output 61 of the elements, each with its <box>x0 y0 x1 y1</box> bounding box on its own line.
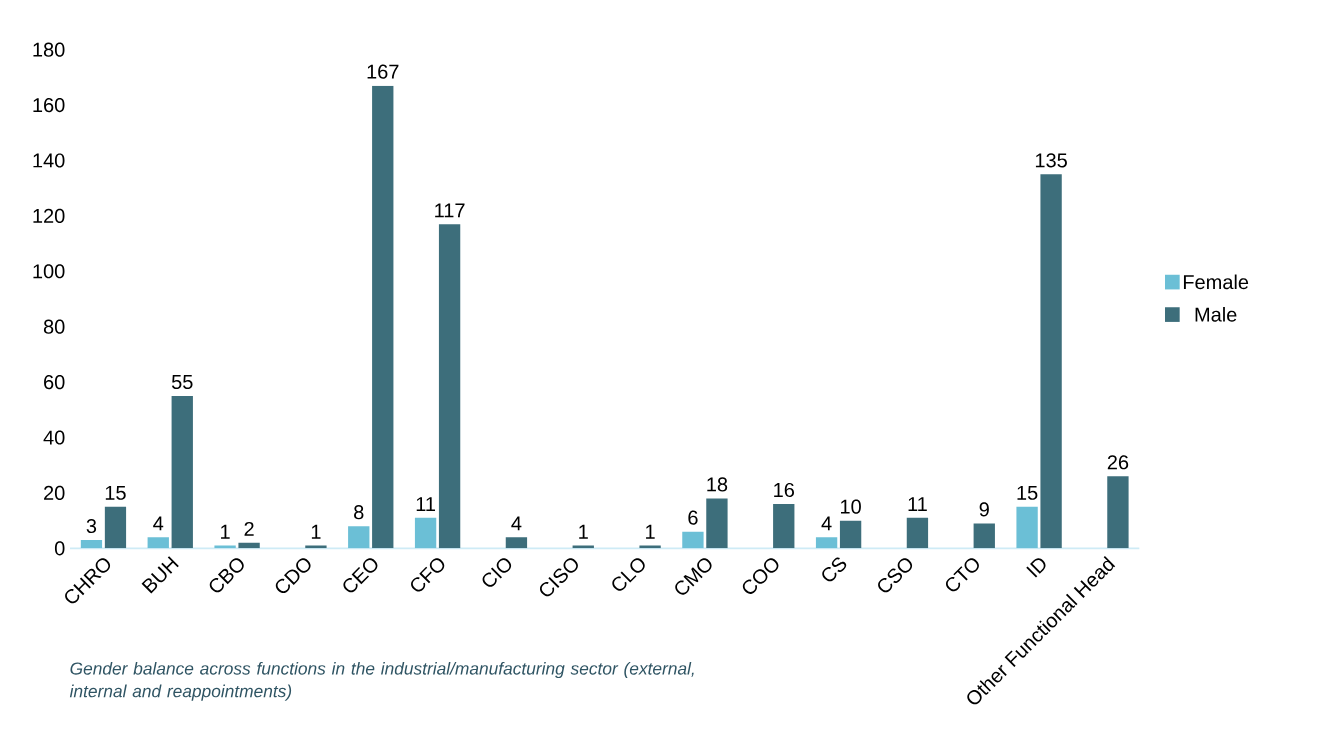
data-label: 18 <box>707 477 728 492</box>
data-label: 1 <box>579 524 588 539</box>
data-label: 6 <box>688 510 698 525</box>
data-label: 15 <box>1017 485 1038 500</box>
data-label: 26 <box>1107 455 1129 470</box>
bar <box>773 504 795 549</box>
bar <box>1040 174 1062 549</box>
x-tick-label: CLO <box>612 558 645 591</box>
y-tick-label: 0 <box>54 541 65 556</box>
data-label: 1 <box>311 524 321 539</box>
bar <box>706 498 728 549</box>
bar <box>372 85 394 549</box>
y-tick-label: 20 <box>44 485 65 500</box>
data-label: 10 <box>841 499 861 514</box>
data-label: 11 <box>416 497 435 511</box>
data-label: 8 <box>354 505 364 520</box>
y-tick-label: 120 <box>33 208 65 223</box>
data-label: 2 <box>244 521 254 536</box>
bar <box>147 537 169 549</box>
data-label: 15 <box>105 485 126 500</box>
x-tick-label: CIO <box>482 558 512 587</box>
bar <box>973 523 995 549</box>
data-label: 135 <box>1035 153 1067 168</box>
legend-label: Female <box>1183 274 1249 290</box>
bar <box>1107 476 1129 549</box>
x-tick-label: CS <box>822 557 847 582</box>
data-label: 4 <box>511 516 522 531</box>
bar <box>171 395 193 549</box>
bar <box>438 224 461 549</box>
y-tick-label: 60 <box>44 375 65 390</box>
bar <box>238 542 260 549</box>
data-label: 11 <box>908 497 927 511</box>
text: Gender balance across functions in the industrial/manufacturing sector (external, internal and reappointments) <box>69 661 694 701</box>
data-label: 4 <box>153 516 164 531</box>
x-tick-label: ID <box>1026 558 1046 578</box>
bar <box>906 517 929 549</box>
data-label: 117 <box>435 203 465 218</box>
bar <box>104 506 127 549</box>
data-label: 3 <box>86 518 97 534</box>
legend-label: Male <box>1195 307 1237 322</box>
data-label: 9 <box>979 502 989 517</box>
bar <box>505 537 528 549</box>
bar <box>1016 506 1038 549</box>
y-tick-label: 140 <box>33 153 65 168</box>
bar <box>815 537 838 549</box>
bar <box>682 531 704 549</box>
data-label: 4 <box>821 516 832 531</box>
data-label: 1 <box>646 524 655 539</box>
y-tick-label: 160 <box>33 97 65 113</box>
data-label: 16 <box>774 482 794 498</box>
y-tick-label: 80 <box>43 319 65 334</box>
bar <box>348 526 370 549</box>
bar <box>80 540 103 549</box>
bar <box>414 517 437 549</box>
data-label: 1 <box>221 524 230 539</box>
y-tick-label: 180 <box>33 42 65 57</box>
data-label: 55 <box>171 375 193 390</box>
y-tick-label: 40 <box>43 430 65 445</box>
y-tick-label: 100 <box>33 264 65 279</box>
bar <box>839 520 862 549</box>
data-label: 167 <box>367 64 399 79</box>
